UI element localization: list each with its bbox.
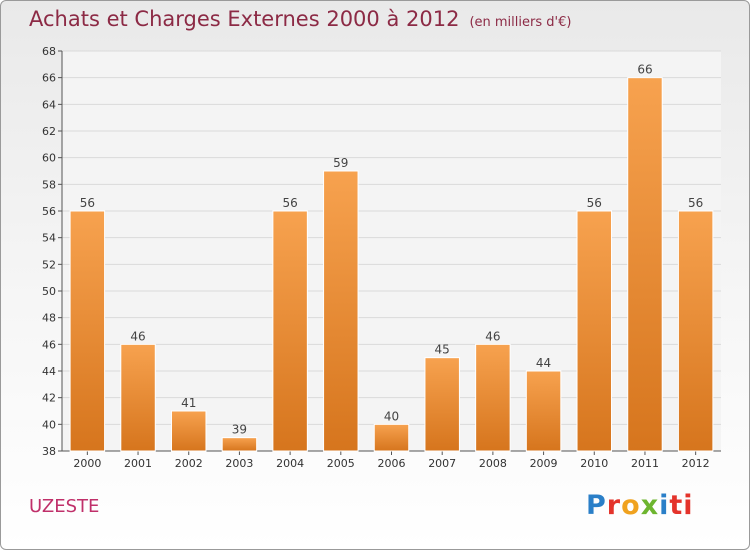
bar <box>170 410 207 452</box>
x-tick-label: 2003 <box>225 457 253 470</box>
bar <box>475 343 511 452</box>
y-tick-label: 68 <box>42 45 56 58</box>
y-tick-label: 38 <box>42 445 56 458</box>
logo-letter: ti <box>669 490 694 521</box>
bar-value-label: 56 <box>688 196 703 210</box>
bar-value-label: 56 <box>282 196 297 210</box>
bar <box>69 210 106 452</box>
y-tick-label: 46 <box>42 338 56 351</box>
x-tick-label: 2008 <box>479 457 507 470</box>
chart-title-text: Achats et Charges Externes 2000 à 2012 <box>29 7 460 31</box>
bar <box>272 210 308 452</box>
y-tick-label: 62 <box>42 125 56 138</box>
y-tick-label: 54 <box>42 232 56 245</box>
y-tick-label: 44 <box>42 365 56 378</box>
y-tick-label: 48 <box>42 312 56 325</box>
x-tick-label: 2007 <box>428 457 456 470</box>
bar-value-label: 40 <box>384 409 399 423</box>
bar-value-label: 46 <box>485 329 500 343</box>
y-tick-label: 60 <box>42 152 56 165</box>
proxiti-logo: Proxiti <box>586 490 694 521</box>
x-tick-label: 2012 <box>682 457 710 470</box>
y-tick-label: 50 <box>42 285 56 298</box>
x-tick-label: 2005 <box>327 457 355 470</box>
logo-letter: i <box>659 490 670 521</box>
x-tick-label: 2006 <box>378 457 406 470</box>
bar <box>627 77 663 452</box>
logo-letter: x <box>640 490 660 521</box>
grid-layer <box>62 50 721 452</box>
bar <box>221 437 258 452</box>
y-tick-label: 66 <box>42 72 56 85</box>
bar <box>424 357 460 452</box>
y-tick-label: 56 <box>42 205 56 218</box>
x-tick-label: 2000 <box>73 457 101 470</box>
y-tick-label: 42 <box>42 392 56 405</box>
x-tick-label: 2010 <box>580 457 608 470</box>
y-tick-label: 52 <box>42 258 56 271</box>
bar-value-label: 66 <box>637 63 652 77</box>
bar-layer: 56 46 41 39 56 59 40 45 46 44 56 66 56 <box>69 63 714 452</box>
x-tick-label: 2001 <box>124 457 152 470</box>
bar <box>525 370 562 452</box>
x-tick-label: 2011 <box>631 457 659 470</box>
bar-value-label: 59 <box>333 156 348 170</box>
chart-subtitle: (en milliers d'€) <box>469 15 572 30</box>
y-tick-label: 40 <box>42 418 56 431</box>
bar-value-label: 39 <box>232 423 247 437</box>
bar <box>120 343 156 452</box>
bar <box>323 170 359 452</box>
bar <box>576 210 613 452</box>
commune-name: UZESTE <box>29 496 100 517</box>
x-tick-label: 2004 <box>276 457 304 470</box>
bar-value-label: 44 <box>536 356 551 370</box>
bar-value-label: 56 <box>587 196 602 210</box>
bar-value-label: 56 <box>80 196 95 210</box>
logo-letter: r <box>606 490 622 521</box>
y-tick-label: 64 <box>42 98 56 111</box>
chart-title: Achats et Charges Externes 2000 à 2012 (e… <box>29 7 571 31</box>
logo-letter: P <box>586 490 607 521</box>
plot-area <box>62 51 721 451</box>
bar <box>677 210 714 452</box>
y-tick-label: 58 <box>42 178 56 191</box>
bar-value-label: 46 <box>130 329 145 343</box>
x-tick-label: 2002 <box>175 457 203 470</box>
x-tick-label: 2009 <box>530 457 558 470</box>
bar <box>373 423 410 452</box>
logo-letter: o <box>621 490 641 521</box>
bar-value-label: 45 <box>435 343 450 357</box>
bar-value-label: 41 <box>181 396 196 410</box>
